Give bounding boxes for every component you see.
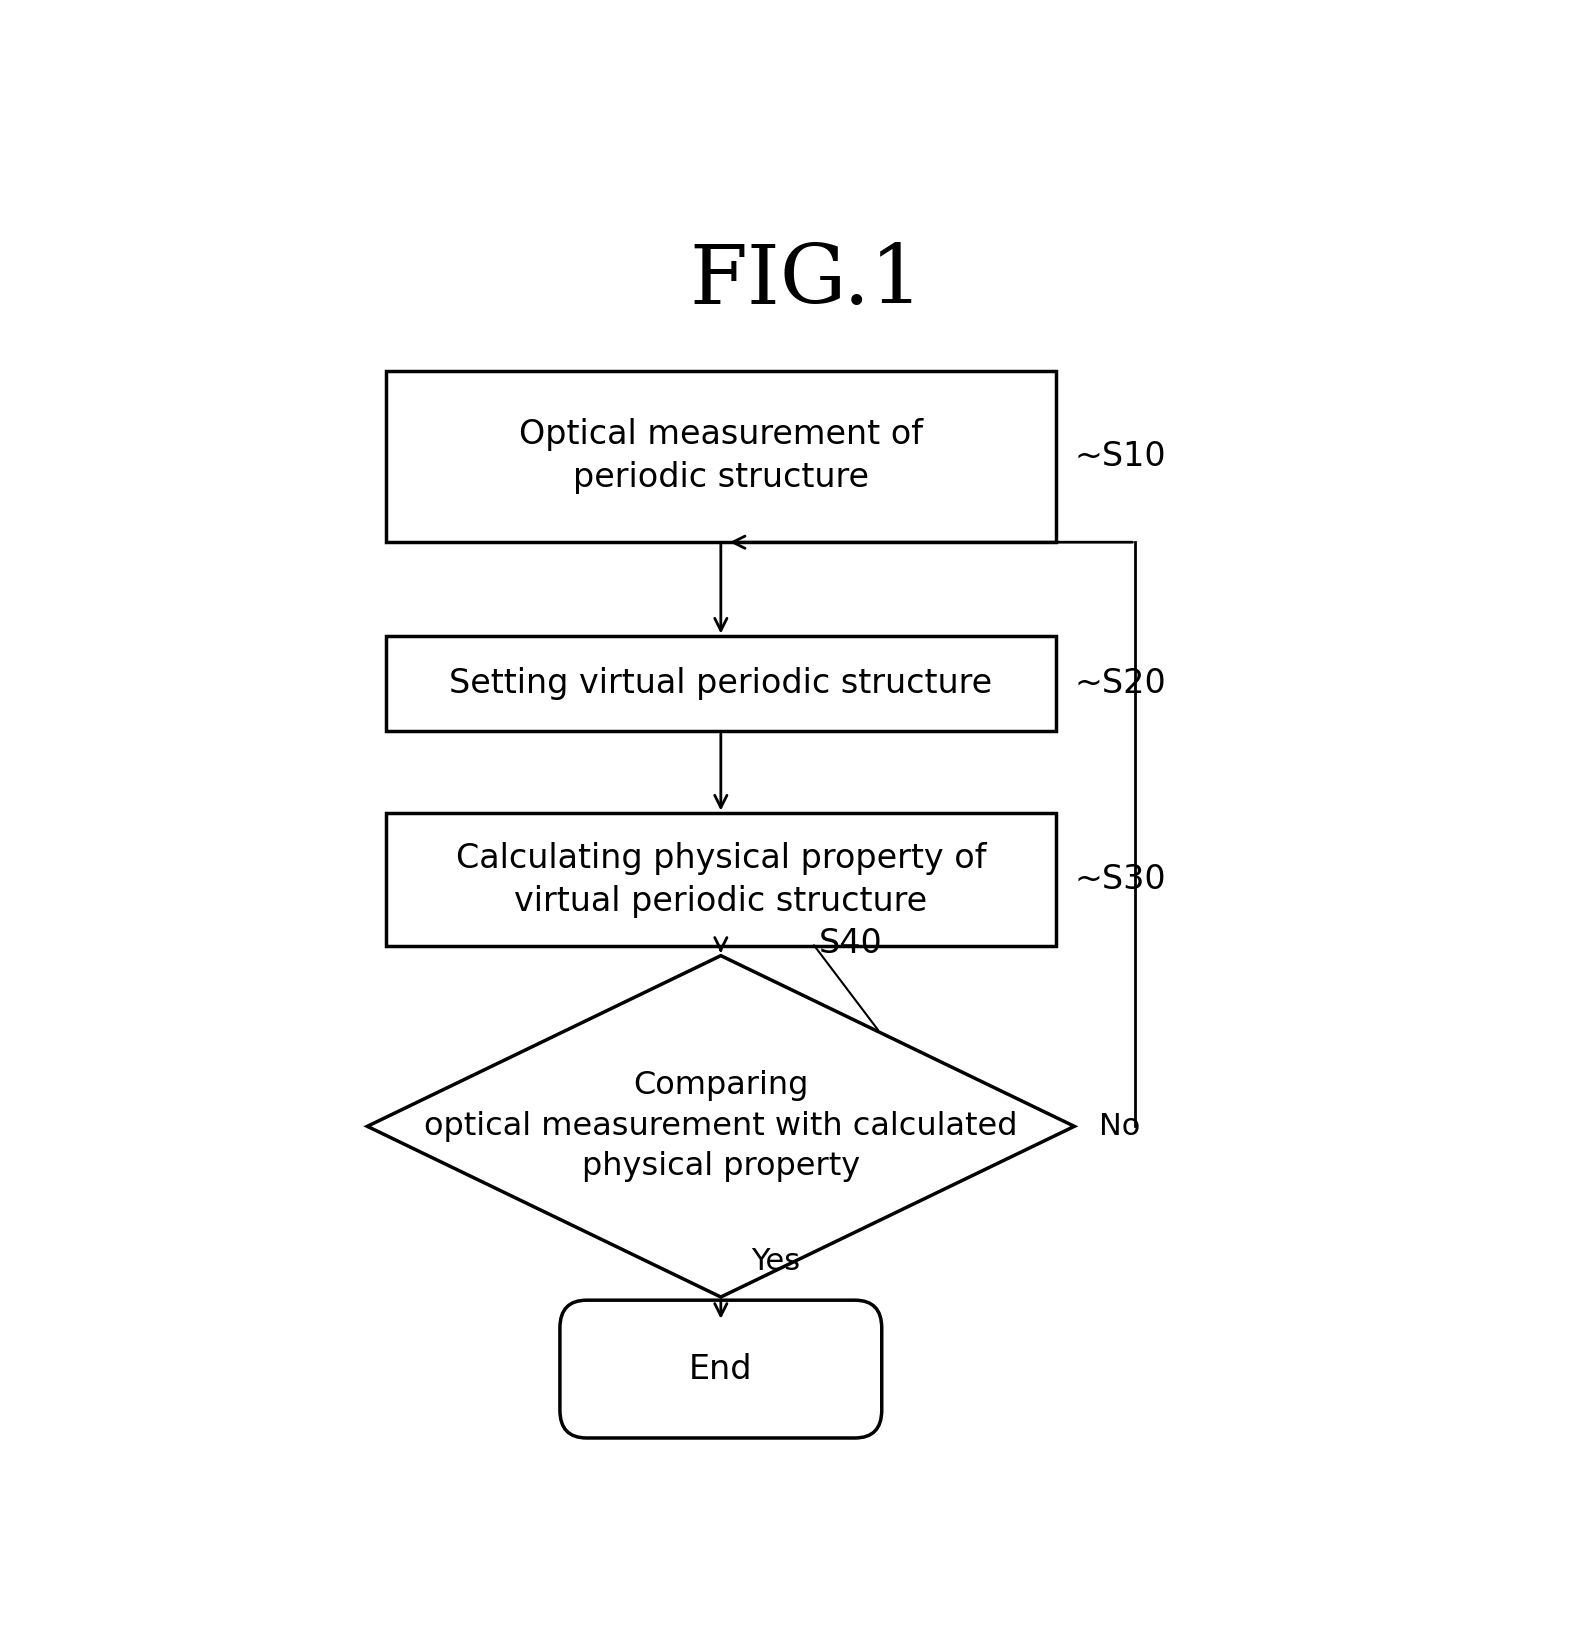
Text: End: End <box>689 1353 752 1386</box>
Text: ~S20: ~S20 <box>1074 667 1166 699</box>
Text: Setting virtual periodic structure: Setting virtual periodic structure <box>450 667 993 699</box>
Text: Comparing
optical measurement with calculated
physical property: Comparing optical measurement with calcu… <box>425 1071 1018 1182</box>
Text: Calculating physical property of
virtual periodic structure: Calculating physical property of virtual… <box>456 842 986 918</box>
Text: S40: S40 <box>818 926 882 959</box>
Text: ~S10: ~S10 <box>1074 440 1166 473</box>
Text: FIG.1: FIG.1 <box>689 241 923 322</box>
FancyBboxPatch shape <box>385 371 1055 542</box>
Text: Yes: Yes <box>752 1248 801 1276</box>
Text: Optical measurement of
periodic structure: Optical measurement of periodic structur… <box>519 419 923 494</box>
FancyBboxPatch shape <box>385 813 1055 946</box>
Text: No: No <box>1098 1112 1140 1141</box>
Text: ~S30: ~S30 <box>1074 864 1166 897</box>
Polygon shape <box>368 956 1074 1297</box>
FancyBboxPatch shape <box>560 1300 882 1438</box>
FancyBboxPatch shape <box>385 637 1055 731</box>
